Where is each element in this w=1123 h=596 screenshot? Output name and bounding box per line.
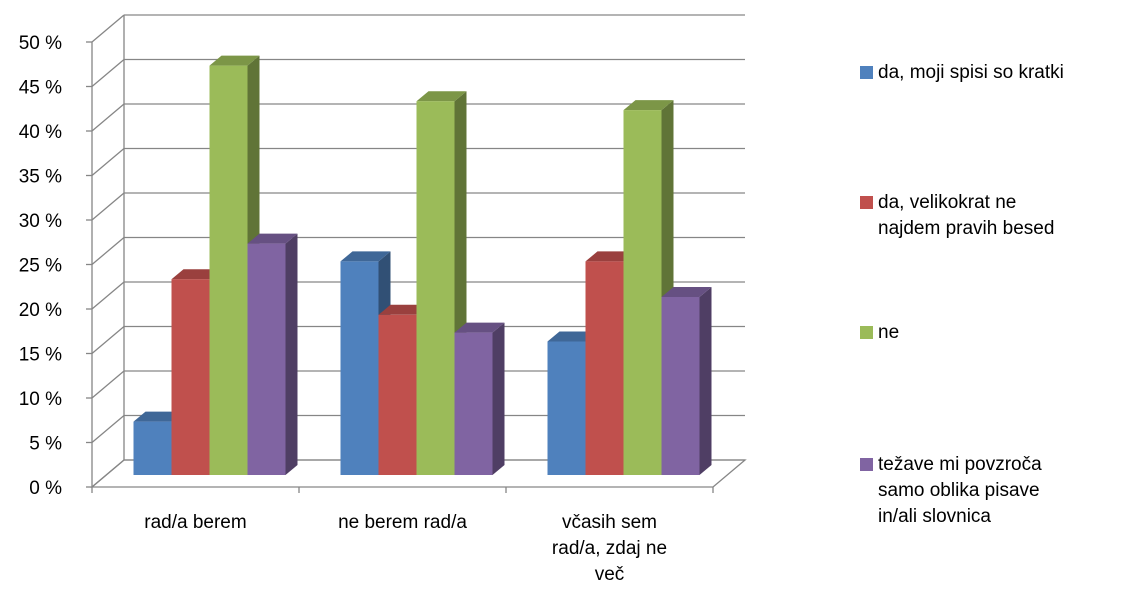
side-wall-line [91,326,125,354]
legend-item: da, moji spisi so kratki [860,60,1123,86]
chart-legend: da, moji spisi so kratki da, velikokrat n… [860,0,1123,596]
x-axis-categories: rad/a berem ne berem rad/a včasih sem rad/a… [144,512,667,585]
bar-top [623,100,674,111]
legend-label: da, velikokrat ne najdem pravih besed [878,192,1055,239]
legend-label: ne [878,322,900,343]
y-tick-label: 15 % [19,345,62,366]
bar-front [547,341,586,475]
legend-label: da, moji spisi so kratki [878,62,1064,83]
side-wall-line [91,148,125,176]
bar-front [378,314,417,475]
bar-front [585,261,624,475]
bar-front [171,279,210,475]
x-category-label: rad/a berem [144,512,246,533]
bar-top [547,331,598,342]
side-wall-line [91,281,125,310]
legend-swatch [860,458,873,471]
bar-top [585,251,636,262]
bar-front [133,421,172,475]
y-tick-label: 30 % [19,211,62,232]
y-tick-label: 20 % [19,300,62,321]
bar-top [171,269,222,280]
bar [661,287,712,475]
x-category-label: ne berem rad/a [338,512,467,533]
side-wall-line [91,14,125,43]
legend-swatch [860,66,873,79]
bar-top [209,55,260,66]
bar-top [340,251,391,262]
bar-top [133,411,184,422]
legend-label: težave mi povzroča samo oblika pisave in… [878,454,1042,527]
y-tick-label: 25 % [19,256,62,277]
x-category-label: včasih sem rad/a, zdaj ne več [552,512,667,585]
y-tick-label: 40 % [19,122,62,143]
bar-top [416,91,467,102]
y-axis-ticks: 0 % 5 % 10 % 15 % 20 % 25 % 30 % 35 % 40 % 45 % 50… [19,33,62,499]
bar-chart: 0 % 5 % 10 % 15 % 20 % 25 % 30 % 35 % 40 % 45 % 50… [19,14,747,585]
bar [454,322,505,475]
bar-front [454,332,493,475]
bar-top [247,233,298,244]
bar-top [661,287,712,297]
side-wall-line [91,237,125,265]
bar-front [340,261,379,475]
bar-top [454,322,505,333]
legend-item: da, velikokrat ne najdem pravih besed [860,190,1078,242]
bar-front [209,65,248,475]
bar-side [699,287,712,475]
bar-front [661,297,700,475]
bar [247,233,298,475]
bar-top [378,304,429,315]
y-tick-label: 0 % [29,478,62,499]
side-wall-line [91,370,125,399]
y-tick-label: 5 % [29,434,62,455]
legend-swatch [860,196,873,209]
bar-side [492,322,505,475]
side-wall-line [91,415,125,443]
chart-bars [133,55,712,475]
y-tick-label: 10 % [19,389,62,410]
legend-item: težave mi povzroča samo oblika pisave in… [860,452,1078,530]
y-tick-label: 35 % [19,167,62,188]
side-wall-line [91,103,125,132]
side-wall-line [91,59,125,87]
side-wall-line [91,192,125,221]
bar-front [416,101,455,475]
bar-side [285,233,298,475]
y-tick-label: 45 % [19,78,62,99]
bar-front [247,243,286,475]
y-tick-label: 50 % [19,33,62,54]
legend-swatch [860,326,873,339]
bar-front [623,110,662,475]
legend-item: ne [860,320,1078,346]
